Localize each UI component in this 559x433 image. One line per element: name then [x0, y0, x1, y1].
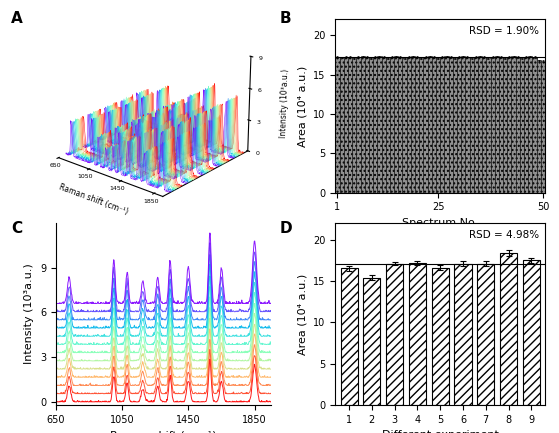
Bar [541, 61, 545, 193]
Bar [419, 58, 424, 193]
Bar [491, 57, 495, 193]
Bar [386, 58, 390, 193]
Bar [406, 57, 411, 193]
Bar [352, 58, 357, 193]
Bar [402, 58, 406, 193]
Bar [486, 58, 491, 193]
Bar [364, 57, 369, 193]
Bar [344, 57, 348, 193]
Bar [373, 57, 377, 193]
Text: B: B [280, 11, 291, 26]
Bar [409, 263, 426, 405]
X-axis label: Different experiment: Different experiment [382, 430, 499, 433]
Bar [465, 57, 470, 193]
Y-axis label: Area (10⁴ a.u.): Area (10⁴ a.u.) [298, 273, 308, 355]
Bar [394, 56, 398, 193]
Bar [398, 57, 402, 193]
Bar [440, 57, 444, 193]
Bar [470, 58, 473, 193]
Bar [500, 253, 517, 405]
Bar [454, 264, 472, 405]
Bar [432, 268, 449, 405]
Y-axis label: Intensity (10³a.u.): Intensity (10³a.u.) [25, 264, 35, 364]
Bar [386, 264, 403, 405]
Bar [528, 56, 532, 193]
Bar [377, 56, 381, 193]
X-axis label: Spectrum No.: Spectrum No. [402, 218, 479, 228]
Text: A: A [11, 11, 23, 26]
Bar [532, 57, 537, 193]
Bar [482, 57, 486, 193]
Bar [390, 57, 394, 193]
Bar [524, 57, 528, 193]
Bar [478, 56, 482, 193]
X-axis label: Raman shift (cm⁻¹): Raman shift (cm⁻¹) [110, 430, 217, 433]
Bar [415, 57, 419, 193]
Bar [340, 268, 358, 405]
Text: RSD = 1.90%: RSD = 1.90% [469, 26, 539, 36]
Bar [424, 57, 428, 193]
Bar [339, 58, 344, 193]
Bar [436, 58, 440, 193]
Bar [432, 57, 436, 193]
Bar [335, 57, 339, 193]
Bar [511, 56, 515, 193]
Bar [503, 58, 508, 193]
Bar [361, 56, 364, 193]
Bar [348, 57, 352, 193]
Bar [520, 58, 524, 193]
Bar [448, 57, 453, 193]
Bar [473, 57, 478, 193]
Bar [477, 264, 494, 405]
Bar [428, 56, 432, 193]
Bar [508, 57, 511, 193]
Y-axis label: Area (10⁴ a.u.): Area (10⁴ a.u.) [298, 65, 308, 147]
Bar [495, 56, 499, 193]
Text: C: C [11, 221, 22, 236]
Text: RSD = 4.98%: RSD = 4.98% [468, 230, 539, 240]
Bar [453, 58, 457, 193]
Bar [537, 61, 541, 193]
Bar [444, 56, 448, 193]
Bar [369, 58, 373, 193]
Bar [411, 56, 415, 193]
Bar [523, 260, 540, 405]
Bar [461, 56, 465, 193]
Bar [457, 57, 461, 193]
Bar [357, 57, 361, 193]
Bar [515, 57, 520, 193]
Text: D: D [280, 221, 292, 236]
X-axis label: Raman shift (cm⁻¹): Raman shift (cm⁻¹) [58, 183, 129, 216]
Bar [499, 57, 503, 193]
Bar [381, 57, 386, 193]
Bar [363, 278, 381, 405]
